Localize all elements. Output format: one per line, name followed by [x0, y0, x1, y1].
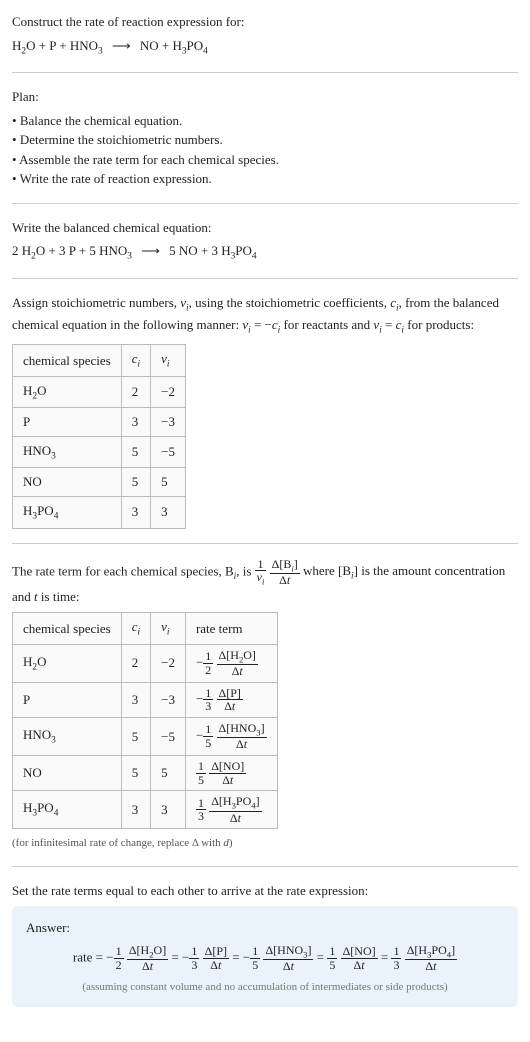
- table-row: HNO35−5−15 Δ[HNO3]Δt: [13, 717, 278, 755]
- table-row: P3−3−13 Δ[P]Δt: [13, 682, 278, 717]
- col-species: chemical species: [13, 345, 122, 377]
- table-row: NO55: [13, 468, 186, 497]
- section-final: Set the rate terms equal to each other t…: [12, 881, 518, 1008]
- answer-expression: rate = −12 Δ[H2O]Δt = −13 Δ[P]Δt = −15 Δ…: [26, 944, 504, 973]
- frac-one-over-nu: 1 νi: [255, 558, 267, 587]
- plan-item: Balance the chemical equation.: [12, 111, 518, 131]
- cell-nui: −2: [151, 644, 186, 682]
- plan-item: Write the rate of reaction expression.: [12, 169, 518, 189]
- cell-rate-term: −15 Δ[HNO3]Δt: [185, 717, 277, 755]
- col-nui: νi: [151, 613, 186, 645]
- section-rate-terms: The rate term for each chemical species,…: [12, 558, 518, 852]
- cell-nui: 3: [151, 496, 186, 528]
- cell-species: P: [13, 408, 122, 437]
- answer-box: Answer: rate = −12 Δ[H2O]Δt = −13 Δ[P]Δt…: [12, 906, 518, 1007]
- cell-ci: 3: [121, 496, 150, 528]
- cell-rate-term: 13 Δ[H3PO4]Δt: [185, 791, 277, 829]
- col-rate-term: rate term: [185, 613, 277, 645]
- section-intro: Construct the rate of reaction expressio…: [12, 12, 518, 58]
- divider: [12, 278, 518, 279]
- intro-title: Construct the rate of reaction expressio…: [12, 12, 518, 32]
- section-balanced: Write the balanced chemical equation: 2 …: [12, 218, 518, 264]
- col-nui: νi: [151, 345, 186, 377]
- balanced-head: Write the balanced chemical equation:: [12, 218, 518, 238]
- cell-ci: 5: [121, 755, 150, 790]
- col-ci: ci: [121, 613, 150, 645]
- divider: [12, 203, 518, 204]
- cell-nui: −5: [151, 717, 186, 755]
- section-plan: Plan: Balance the chemical equation. Det…: [12, 87, 518, 189]
- cell-species: H3PO4: [13, 496, 122, 528]
- divider: [12, 543, 518, 544]
- cell-nui: 3: [151, 791, 186, 829]
- rate-intro: The rate term for each chemical species,…: [12, 558, 518, 607]
- cell-nui: −5: [151, 436, 186, 468]
- cell-nui: −3: [151, 682, 186, 717]
- cell-species: NO: [13, 755, 122, 790]
- cell-ci: 5: [121, 436, 150, 468]
- frac-dBi-dt: Δ[Bi] Δt: [270, 558, 300, 587]
- section-stoich: Assign stoichiometric numbers, νi, using…: [12, 293, 518, 529]
- table-header-row: chemical species ci νi: [13, 345, 186, 377]
- final-head: Set the rate terms equal to each other t…: [12, 881, 518, 901]
- cell-species: NO: [13, 468, 122, 497]
- table-header-row: chemical species ci νi rate term: [13, 613, 278, 645]
- table-row: NO5515 Δ[NO]Δt: [13, 755, 278, 790]
- plan-list: Balance the chemical equation. Determine…: [12, 111, 518, 189]
- table-row: H2O2−2−12 Δ[H2O]Δt: [13, 644, 278, 682]
- cell-rate-term: −13 Δ[P]Δt: [185, 682, 277, 717]
- stoich-table: chemical species ci νi H2O2−2P3−3HNO35−5…: [12, 344, 186, 529]
- table-row: H3PO433: [13, 496, 186, 528]
- cell-rate-term: −12 Δ[H2O]Δt: [185, 644, 277, 682]
- table-row: HNO35−5: [13, 436, 186, 468]
- plan-item: Assemble the rate term for each chemical…: [12, 150, 518, 170]
- cell-ci: 2: [121, 644, 150, 682]
- cell-ci: 3: [121, 682, 150, 717]
- cell-ci: 5: [121, 717, 150, 755]
- answer-label: Answer:: [26, 918, 504, 938]
- cell-ci: 3: [121, 408, 150, 437]
- cell-species: H3PO4: [13, 791, 122, 829]
- cell-rate-term: 15 Δ[NO]Δt: [185, 755, 277, 790]
- cell-species: HNO3: [13, 436, 122, 468]
- table-row: H3PO43313 Δ[H3PO4]Δt: [13, 791, 278, 829]
- plan-item: Determine the stoichiometric numbers.: [12, 130, 518, 150]
- divider: [12, 866, 518, 867]
- cell-ci: 2: [121, 376, 150, 408]
- plan-head: Plan:: [12, 87, 518, 107]
- cell-nui: 5: [151, 755, 186, 790]
- rate-footnote: (for infinitesimal rate of change, repla…: [12, 835, 518, 852]
- answer-note: (assuming constant volume and no accumul…: [26, 979, 504, 996]
- col-ci: ci: [121, 345, 150, 377]
- balanced-equation: 2 H2O + 3 P + 5 HNO3 ⟶ 5 NO + 3 H3PO4: [12, 241, 518, 264]
- cell-species: H2O: [13, 644, 122, 682]
- cell-nui: −3: [151, 408, 186, 437]
- unbalanced-equation: H2O + P + HNO3 ⟶ NO + H3PO4: [12, 36, 518, 59]
- cell-species: P: [13, 682, 122, 717]
- cell-species: HNO3: [13, 717, 122, 755]
- cell-nui: 5: [151, 468, 186, 497]
- rate-table: chemical species ci νi rate term H2O2−2−…: [12, 612, 278, 829]
- cell-species: H2O: [13, 376, 122, 408]
- stoich-intro: Assign stoichiometric numbers, νi, using…: [12, 293, 518, 338]
- col-species: chemical species: [13, 613, 122, 645]
- cell-ci: 3: [121, 791, 150, 829]
- table-row: P3−3: [13, 408, 186, 437]
- cell-ci: 5: [121, 468, 150, 497]
- table-row: H2O2−2: [13, 376, 186, 408]
- cell-nui: −2: [151, 376, 186, 408]
- divider: [12, 72, 518, 73]
